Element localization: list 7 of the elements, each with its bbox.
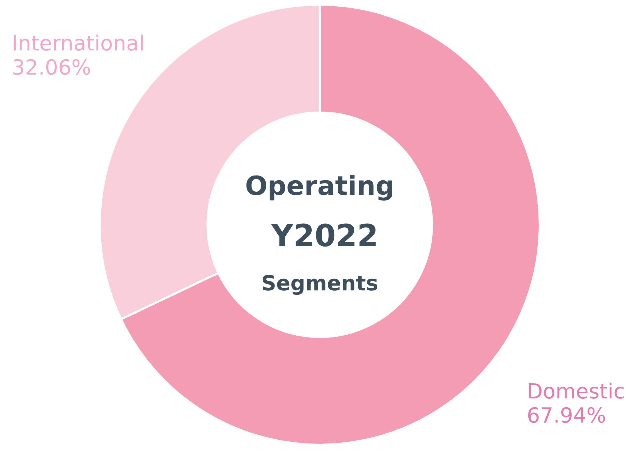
data-label: 67.94% [528, 407, 606, 424]
text: Operating [246, 175, 392, 201]
text: Y2022 [271, 224, 376, 247]
slice-label: International [14, 34, 144, 51]
text: Segments [262, 275, 378, 296]
slice-label: Domestic [529, 382, 624, 399]
data-label: 32.06% [14, 59, 90, 76]
